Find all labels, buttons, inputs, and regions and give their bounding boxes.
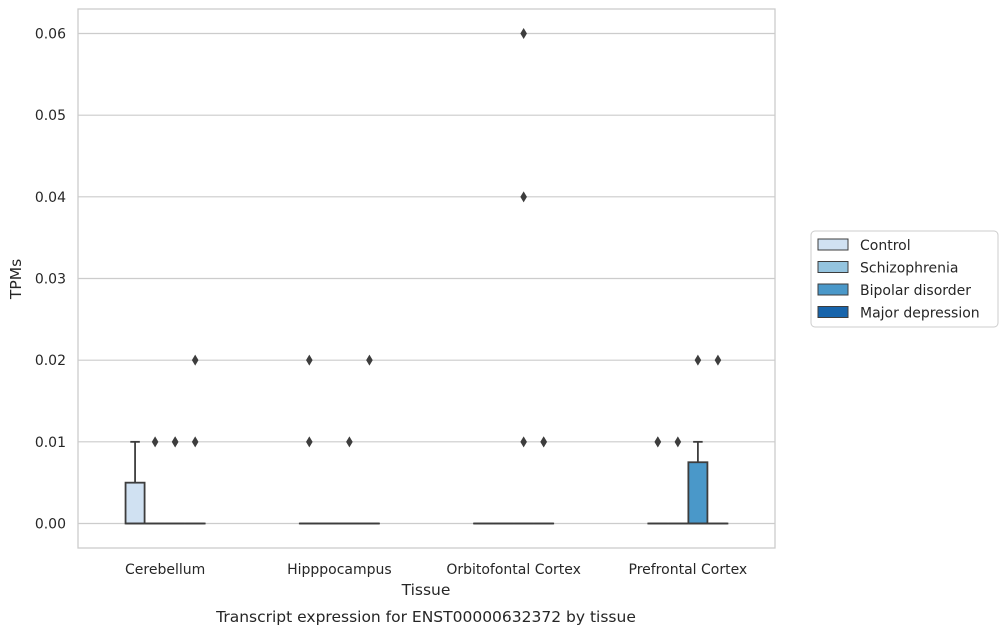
outlier-point xyxy=(171,436,179,448)
outlier-point xyxy=(520,436,527,448)
box-schizophrenia xyxy=(144,436,166,525)
legend-label: Schizophrenia xyxy=(860,261,958,277)
legend: Control Schizophrenia Bipolar disorder Majo… xyxy=(810,230,999,328)
y-tick-label: 0.02 xyxy=(35,353,66,369)
y-tick-label: 0.01 xyxy=(35,435,66,451)
outlier-point xyxy=(540,436,547,448)
legend-frame xyxy=(810,230,999,328)
x-tick-label: Prefrontal Cortex xyxy=(629,562,748,578)
y-tick-labels: 0.00 0.01 0.02 0.03 0.04 0.05 0.06 xyxy=(35,27,66,533)
plot-frame xyxy=(77,8,776,549)
y-tick-label: 0.04 xyxy=(35,190,66,206)
x-tick-label: Orbitofontal Cortex xyxy=(446,562,581,578)
box-major-depression xyxy=(184,354,206,525)
box-major-depression xyxy=(533,436,555,525)
box-iqr xyxy=(124,481,146,525)
outlier-point xyxy=(306,436,313,448)
legend-swatch xyxy=(817,306,849,318)
legend-swatch xyxy=(817,238,849,251)
x-tick-label: Hipppocampus xyxy=(287,562,392,578)
outlier-point xyxy=(306,354,313,366)
box-control xyxy=(298,354,320,525)
box-schizophrenia xyxy=(667,436,689,525)
box-control xyxy=(124,440,146,525)
box-bipolar-disorder xyxy=(687,354,709,525)
outlier-point xyxy=(191,354,199,366)
x-tick-label: Cerebellum xyxy=(125,562,205,578)
chart-caption: Transcript expression for ENST0000063237… xyxy=(215,608,636,626)
outlier-point xyxy=(694,354,702,366)
outlier-point xyxy=(346,436,353,448)
x-tick-labels: Cerebellum Hipppocampus Orbitofontal Corte… xyxy=(125,562,747,578)
box-major-depression xyxy=(359,354,380,525)
y-tick-label: 0.06 xyxy=(35,27,66,43)
legend-item: Bipolar disorder xyxy=(817,283,971,299)
legend-item: Control xyxy=(817,238,911,254)
box-bipolar-disorder xyxy=(164,436,186,525)
legend-label: Bipolar disorder xyxy=(860,283,971,299)
outlier-point xyxy=(151,436,159,448)
outlier-point xyxy=(191,436,199,448)
box-bipolar-disorder xyxy=(338,436,360,525)
legend-label: Control xyxy=(860,238,911,254)
box-marks xyxy=(124,28,729,525)
outlier-point xyxy=(520,191,527,203)
box-control xyxy=(647,436,669,525)
outlier-point xyxy=(674,436,682,448)
legend-swatch xyxy=(817,261,849,273)
legend-item: Schizophrenia xyxy=(817,261,958,277)
legend-label: Major depression xyxy=(860,306,980,322)
y-tick-label: 0.05 xyxy=(35,108,66,124)
box-iqr xyxy=(687,461,709,525)
box-major-depression xyxy=(707,354,729,525)
y-tick-label: 0.00 xyxy=(35,517,66,533)
x-axis-label: Tissue xyxy=(401,581,451,599)
y-tick-label: 0.03 xyxy=(35,272,66,288)
box-bipolar-disorder xyxy=(513,28,535,525)
legend-swatch xyxy=(817,283,849,296)
outlier-point xyxy=(714,354,722,366)
y-axis-label: TPMs xyxy=(7,259,25,300)
outlier-point xyxy=(654,436,662,448)
outlier-point xyxy=(366,354,373,366)
outlier-point xyxy=(520,28,527,39)
legend-item: Major depression xyxy=(817,306,980,322)
